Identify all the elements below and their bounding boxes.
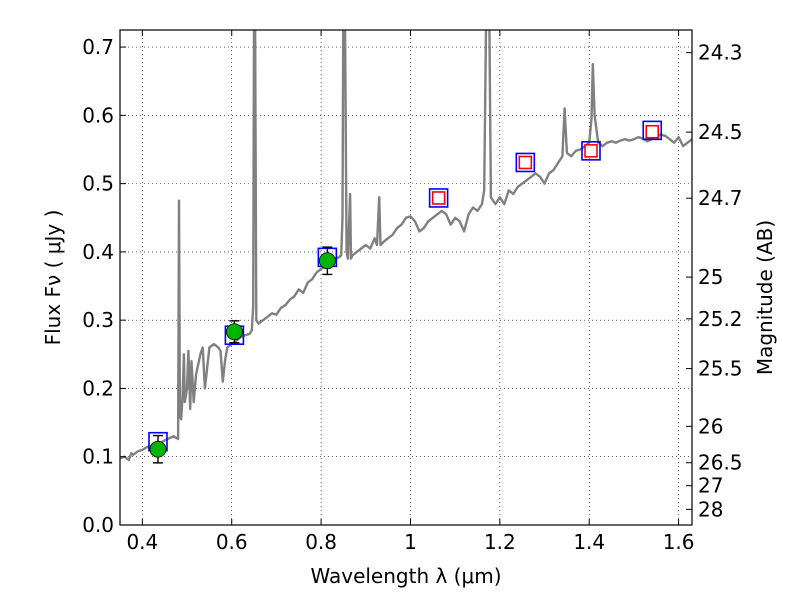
y-tick-label: 0.6 (82, 103, 114, 127)
y2-axis-title: Magnitude (AB) (753, 220, 777, 375)
x-tick-label: 1.6 (663, 530, 695, 554)
y-tick-label: 0.2 (82, 376, 114, 400)
x-tick-label: 0.4 (126, 530, 158, 554)
plot-area (120, 30, 692, 464)
model-photometry-marker (581, 141, 601, 161)
mag-tick-label: 25 (698, 265, 723, 289)
axes-frame (119, 29, 693, 526)
x-tick-label: 1.2 (484, 530, 516, 554)
model-photometry-marker (642, 120, 663, 141)
y-tick-label: 0.5 (82, 172, 114, 196)
model-photometry-marker (428, 188, 449, 208)
y-tick-label: 0.7 (82, 35, 114, 59)
predicted-photometry-marker (518, 155, 533, 170)
predicted-photometry-marker (584, 144, 598, 158)
y-tick-label: 0.3 (82, 308, 114, 332)
observed-photometry-marker (225, 323, 243, 341)
x-tick-label: 1 (404, 530, 417, 554)
mag-tick-label: 24.7 (698, 186, 743, 210)
x-axis-title: Wavelength λ (μm) (310, 564, 501, 588)
x-tick-label: 0.6 (216, 530, 248, 554)
mag-tick-label: 28 (698, 497, 723, 521)
y-tick-label: 0.1 (82, 445, 114, 469)
observed-photometry-marker (149, 440, 167, 458)
y-tick-label: 0.0 (82, 513, 114, 537)
predicted-photometry-marker (645, 124, 660, 139)
mag-tick-label: 24.5 (698, 120, 743, 144)
predicted-photometry-marker (431, 191, 446, 205)
spectrum-line (120, 30, 692, 462)
mag-tick-label: 24.3 (698, 41, 743, 65)
mag-tick-label: 25.2 (698, 307, 743, 331)
mag-tick-label: 25.5 (698, 357, 743, 381)
y-tick-label: 0.4 (82, 240, 114, 264)
mag-tick-label: 26 (698, 414, 723, 438)
model-photometry-marker (515, 152, 536, 173)
x-tick-label: 1.4 (573, 530, 605, 554)
mag-tick-label: 26.5 (698, 451, 743, 475)
x-tick-label: 0.8 (305, 530, 337, 554)
grid (120, 30, 692, 525)
y-axis-title: Flux Fν ( μJy ) (41, 210, 65, 346)
observed-photometry-marker (318, 252, 336, 270)
ticks: 0.4 0.6 0.8 1 1.2 1.4 1.6 0.0 0.1 0.2 0.3 0.4 0.5 0.6… (82, 30, 743, 554)
mag-tick-label: 27 (698, 474, 723, 498)
